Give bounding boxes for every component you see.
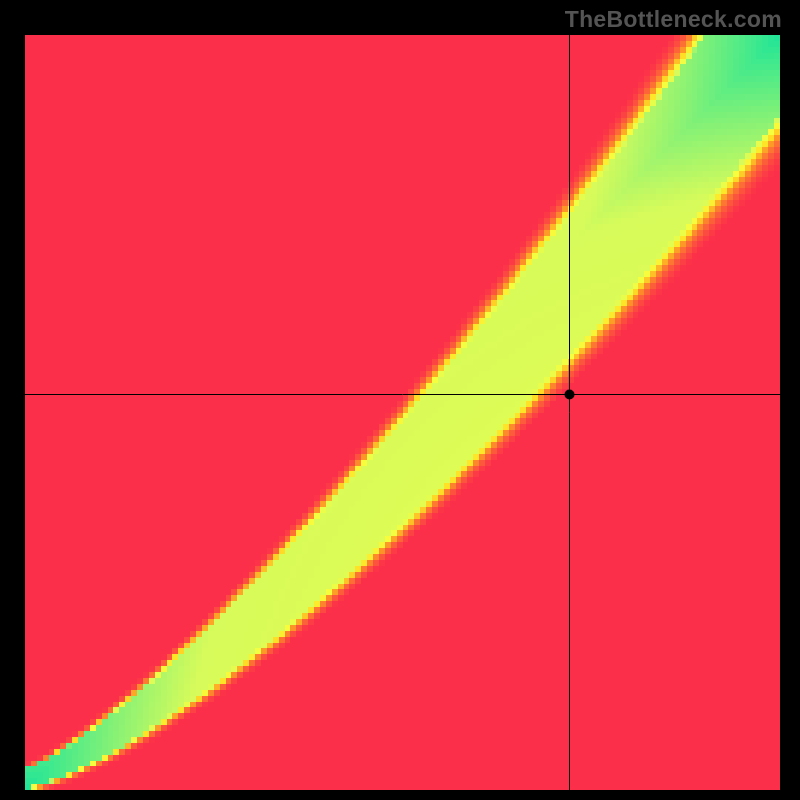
heatmap-canvas: [25, 35, 780, 790]
watermark-text: TheBottleneck.com: [565, 6, 782, 33]
chart-container: TheBottleneck.com: [0, 0, 800, 800]
